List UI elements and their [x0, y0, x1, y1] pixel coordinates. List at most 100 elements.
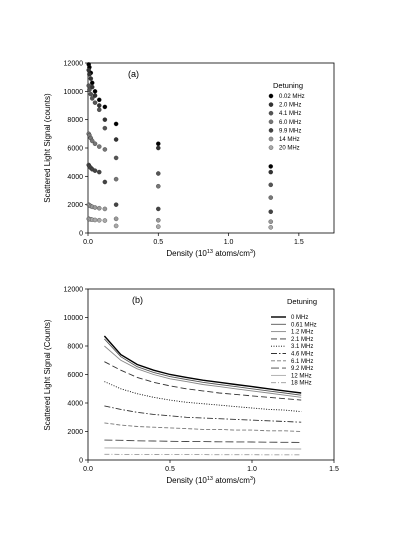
panel-b-y-tick-label: 4000: [67, 401, 83, 408]
panel-a-point-5-6: [102, 206, 108, 212]
panel-a-point-5-5: [96, 205, 102, 211]
panel-a-point-4-9: [268, 209, 273, 214]
panel-a-point-2-1: [87, 87, 92, 93]
panel-b-series-line-1: [104, 338, 302, 396]
panel-b-y-axis-label: Scattered Light Signal (Counts): [43, 319, 52, 431]
panel-a-y-tick-label: 0: [79, 231, 83, 238]
panel-a-point-0-6: [102, 104, 108, 110]
panel-b-x-axis-label: Density (1013 atoms/cm3): [166, 476, 256, 485]
panel-b-legend-label-2: 1.2 MHz: [291, 330, 313, 336]
panel-a-point-3-8: [156, 183, 161, 189]
panel-b-series-line-2: [104, 345, 302, 398]
panel-b-series-line-0: [103, 335, 302, 394]
panel-a-point-2-6: [102, 125, 108, 131]
panel-a-legend-title: Detuning: [273, 81, 303, 90]
panel-a-point-2-9: [268, 182, 273, 188]
panel-a-point-0-4: [92, 89, 98, 94]
panel-a-point-1-2: [88, 76, 94, 81]
panel-a-point-1-9: [268, 169, 273, 175]
panel-a-y-tick-label: 4000: [67, 174, 83, 181]
panel-b-legend-label-8: 12 MHz: [291, 373, 312, 379]
panel-a-legend-marker-0: [268, 93, 274, 99]
panel-b-series-line-3: [104, 361, 302, 401]
panel-a-legend-label-4: 9.9 MHz: [279, 128, 301, 134]
panel-a-legend-marker-2: [268, 110, 274, 116]
panel-b-series-line-8: [104, 447, 302, 450]
panel-b-x-tick-label: 0.5: [165, 466, 175, 473]
panel-b-series-line-6: [104, 422, 302, 432]
panel-b-series-line-7: [104, 439, 302, 443]
panel-a-point-0-8: [156, 141, 161, 146]
panel-b-legend-label-9: 18 MHz: [291, 381, 312, 387]
panel-a-y-axis-label: Scattered Light Signal (counts): [43, 93, 52, 203]
panel-a-point-3-5: [96, 144, 102, 149]
panel-a-point-0-9: [268, 164, 273, 169]
panel-a-point-1-0: [86, 67, 91, 73]
panel-a-point-3-7: [113, 176, 119, 182]
panel-a-y-tick-label: 6000: [67, 146, 83, 153]
panel-b-x-tick-label: 1.5: [329, 466, 339, 473]
panel-a-legend-label-0: 0.02 MHz: [279, 94, 305, 100]
panel-a-legend-marker-6: [268, 145, 274, 150]
panel-a-point-5-7: [113, 216, 119, 222]
panel-a-point-4-8: [156, 206, 161, 212]
panel-a-point-2-5: [96, 107, 102, 113]
panel-b-series-lines: [103, 335, 302, 456]
panel-a-point-6-8: [156, 224, 161, 229]
panel-a-scatter-chart: (a) 0 2000 4000 6000 8000 10000 12000 0.0 0.5 1.…: [43, 61, 335, 258]
panel-a-y-tick-label: 12000: [64, 61, 84, 68]
panel-a-point-6-5: [96, 217, 102, 223]
panel-a-point-6-7: [113, 223, 119, 229]
panel-b-legend-label-4: 3.1 MHz: [291, 344, 313, 350]
panel-a-point-0-5: [96, 97, 102, 103]
panel-a-legend-marker-3: [268, 119, 274, 125]
panel-a-point-4-7: [113, 202, 119, 207]
panel-a-point-1-7: [113, 137, 119, 142]
panel-a-point-2-3: [89, 96, 95, 101]
panel-b-y-tick-label: 0: [79, 458, 83, 465]
panel-a-point-5-8: [156, 217, 161, 223]
panel-a-point-4-6: [102, 179, 108, 185]
panel-b-line-chart: (b) 0 2000 4000 6000 8000 10000 12000 0.0 0.5 1.…: [43, 287, 339, 486]
panel-a-legend-label-5: 14 MHz: [279, 137, 300, 143]
panel-b-legend-label-5: 4.6 MHz: [291, 352, 313, 358]
panel-a-point-4-4: [92, 168, 98, 173]
panel-b-y-tick-label: 8000: [67, 344, 83, 351]
panel-b-legend-title: Detuning: [287, 297, 317, 306]
panel-a-point-6-6: [102, 218, 108, 223]
panel-a-x-axis-label: Density (1013 atoms/cm3): [166, 249, 256, 258]
panel-a-y-tick-label: 8000: [67, 117, 83, 124]
panel-a-point-5-9: [268, 219, 273, 224]
panel-b-series-line-4: [104, 381, 302, 413]
panel-a-point-1-8: [156, 145, 161, 151]
panel-a-point-6-9: [268, 225, 273, 230]
panel-a-legend-marker-4: [268, 128, 274, 133]
panel-b-y-tick-label: 12000: [64, 287, 84, 294]
panel-a-point-2-8: [156, 171, 161, 176]
panel-a-x-axis: 0.0 0.5 1.0 1.5: [83, 233, 304, 246]
panel-a-y-axis: 0 2000 4000 6000 8000 10000 12000: [64, 61, 88, 238]
panel-a-data-points: [86, 62, 273, 230]
panel-a-x-tick-label: 0.0: [83, 239, 93, 246]
panel-a-point-3-9: [268, 195, 273, 200]
panel-b-label: (b): [132, 295, 143, 305]
panel-a-legend-label-6: 20 MHz: [279, 146, 300, 152]
panel-a-x-tick-label: 1.0: [224, 239, 234, 246]
panel-a-label: (a): [128, 69, 139, 79]
panel-a-point-1-4: [92, 93, 98, 98]
panel-b-legend-label-1: 0.61 MHz: [291, 322, 317, 328]
panel-a-point-2-4: [92, 100, 98, 105]
panel-a-point-4-5: [96, 169, 102, 175]
panel-a-legend-label-2: 4.1 MHz: [279, 111, 301, 117]
panel-a-point-5-4: [92, 205, 98, 210]
panel-a-point-3-3: [89, 138, 95, 144]
panel-b-series-line-9: [104, 453, 302, 456]
panel-b-legend-label-6: 6.1 MHz: [291, 359, 313, 365]
panel-a-legend-label-3: 6.0 MHz: [279, 120, 301, 126]
panel-b-legend-label-3: 2.1 MHz: [291, 337, 313, 343]
panel-a-point-2-2: [88, 91, 94, 97]
panel-b-y-tick-label: 6000: [67, 372, 83, 379]
panel-b-y-tick-label: 2000: [67, 429, 83, 436]
